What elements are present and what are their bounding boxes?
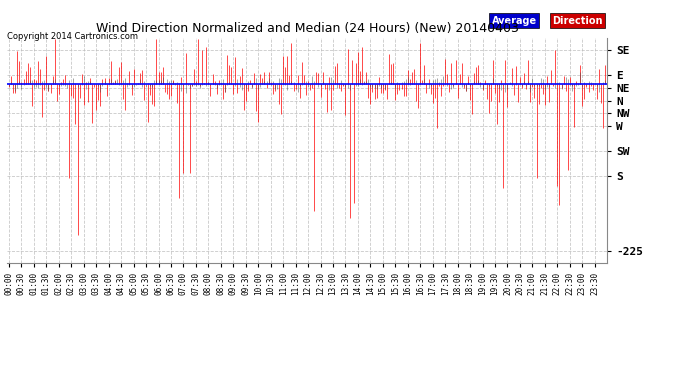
Text: Average: Average <box>491 16 537 26</box>
Text: Direction: Direction <box>552 16 602 26</box>
Text: Copyright 2014 Cartronics.com: Copyright 2014 Cartronics.com <box>7 32 138 41</box>
Title: Wind Direction Normalized and Median (24 Hours) (New) 20140403: Wind Direction Normalized and Median (24… <box>96 22 518 35</box>
